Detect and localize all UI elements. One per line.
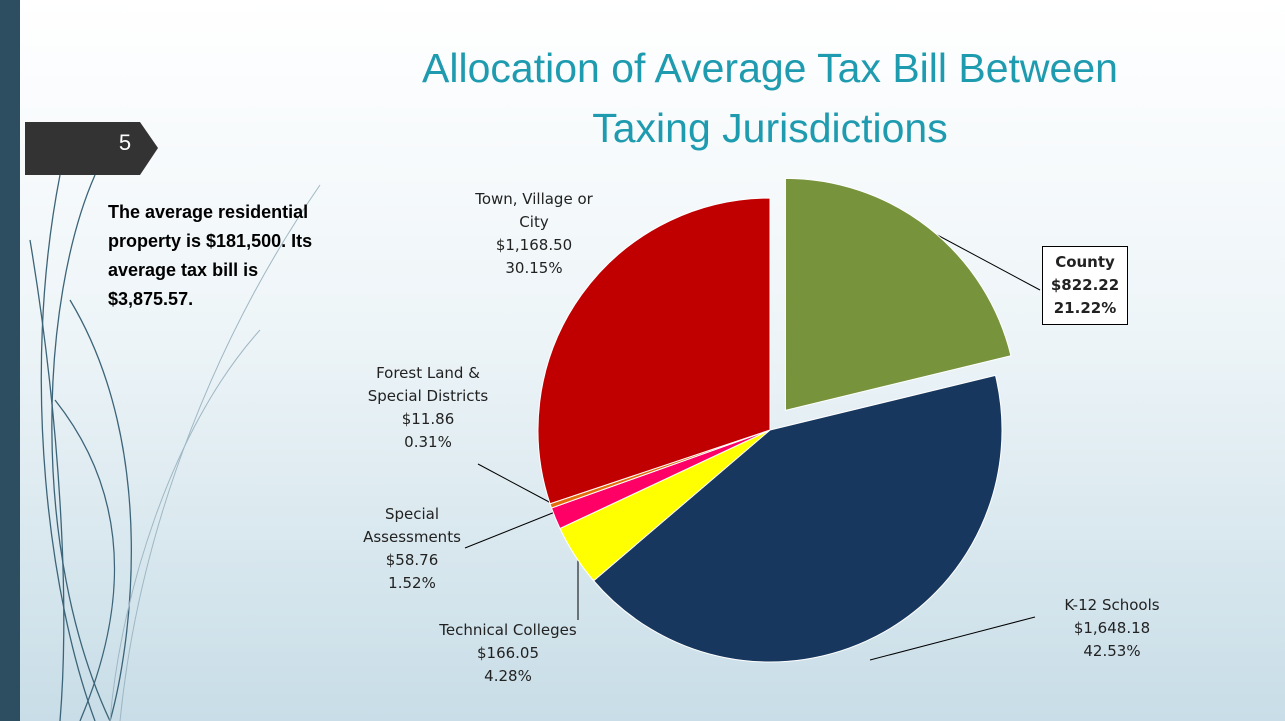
percent-label: 4.28% [484, 667, 532, 685]
percent-label: 0.31% [404, 433, 452, 451]
pie-slice [592, 374, 1003, 663]
category-name: Special Assessments [363, 505, 461, 546]
amount-label: $11.86 [401, 410, 455, 428]
amount-label: $166.05 [476, 644, 540, 662]
data-label: County $822.22 21.22% [1042, 246, 1128, 325]
pie-slice [784, 177, 1012, 411]
percent-label: 30.15% [505, 259, 563, 277]
amount-label: $822.22 [1050, 276, 1120, 294]
amount-label: $58.76 [385, 551, 439, 569]
category-name: Technical Colleges [439, 621, 577, 639]
amount-label: $1,168.50 [495, 236, 573, 254]
data-label: Technical Colleges $166.05 4.28% [403, 619, 613, 688]
annotation: The average residential property is $181… [108, 202, 313, 309]
slide-number: 5 [118, 130, 132, 155]
percent-label: 1.52% [388, 574, 436, 592]
percent-label: 42.53% [1083, 642, 1141, 660]
category-name: County [1055, 253, 1115, 271]
chart-title: Allocation of Average Tax Bill Between T… [422, 45, 1118, 151]
data-label: Forest Land & Special Districts $11.86 0.3… [353, 362, 503, 454]
percent-label: 21.22% [1053, 299, 1117, 317]
data-label: Special Assessments $58.76 1.52% [357, 503, 467, 595]
category-name: K-12 Schools [1064, 596, 1160, 614]
pie-slice [537, 197, 771, 505]
amount-label: $1,648.18 [1073, 619, 1151, 637]
category-name: Town, Village or City [475, 190, 593, 231]
data-label: Town, Village or City $1,168.50 30.15% [469, 188, 599, 280]
data-label: K-12 Schools $1,648.18 42.53% [1032, 594, 1192, 663]
category-name: Forest Land & Special Districts [367, 364, 489, 405]
leader-lines [464, 229, 1041, 661]
